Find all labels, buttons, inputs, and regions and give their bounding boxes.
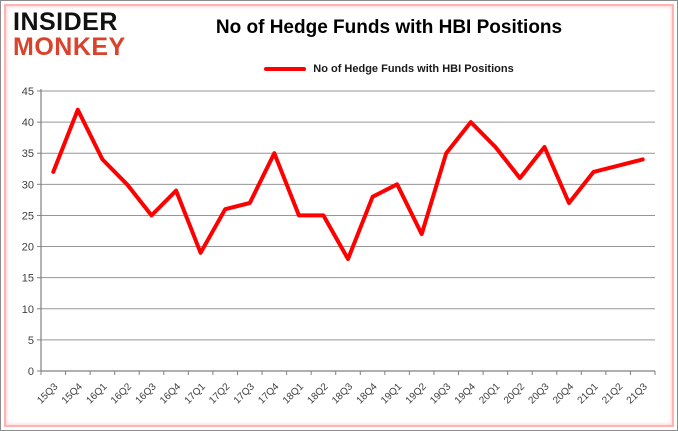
x-tick-label: 16Q3 xyxy=(134,381,159,406)
x-tick-label: 20Q1 xyxy=(477,381,502,406)
y-tick-label: 5 xyxy=(28,335,34,347)
chart-title: No of Hedge Funds with HBI Positions xyxy=(215,17,563,38)
x-tick-label: 21Q1 xyxy=(576,381,601,406)
y-tick-label: 35 xyxy=(22,148,34,160)
x-tick-label: 17Q3 xyxy=(232,381,257,406)
y-tick-label: 45 xyxy=(22,86,34,98)
insider-monkey-logo: INSIDER MONKEY xyxy=(13,10,126,59)
y-tick-label: 40 xyxy=(22,117,34,129)
legend-label: No of Hedge Funds with HBI Positions xyxy=(313,63,514,75)
x-tick-label: 21Q2 xyxy=(600,381,625,406)
x-tick-label: 19Q3 xyxy=(428,381,453,406)
y-tick-label: 0 xyxy=(28,366,34,378)
y-tick-label: 20 xyxy=(22,242,34,254)
x-tick-label: 19Q2 xyxy=(404,381,429,406)
x-tick-label: 19Q4 xyxy=(453,381,478,406)
x-tick-label: 20Q4 xyxy=(551,381,576,406)
x-tick-label: 16Q1 xyxy=(84,381,109,406)
x-tick-label: 21Q3 xyxy=(625,381,650,406)
y-tick-label: 25 xyxy=(22,210,34,222)
x-tick-label: 18Q4 xyxy=(355,381,380,406)
y-tick-label: 10 xyxy=(22,304,34,316)
x-tick-label: 16Q2 xyxy=(109,381,134,406)
y-tick-label: 30 xyxy=(22,179,34,191)
x-tick-label: 15Q3 xyxy=(35,381,60,406)
series-line xyxy=(51,107,645,261)
chart-legend: No of Hedge Funds with HBI Positions xyxy=(151,63,627,75)
logo-line-monkey: MONKEY xyxy=(13,32,126,61)
logo-line-insider: INSIDER xyxy=(13,8,118,36)
x-tick-label: 17Q1 xyxy=(183,381,208,406)
x-tick-label: 19Q1 xyxy=(379,381,404,406)
legend-line-swatch xyxy=(264,67,307,71)
x-tick-label: 16Q4 xyxy=(158,381,183,406)
x-tick-label: 17Q4 xyxy=(256,381,281,406)
y-tick-label: 15 xyxy=(22,273,34,285)
x-tick-label: 18Q2 xyxy=(305,381,330,406)
x-tick-label: 15Q4 xyxy=(60,381,85,406)
x-tick-label: 20Q2 xyxy=(502,381,527,406)
x-tick-label: 18Q3 xyxy=(330,381,355,406)
x-tick-label: 20Q3 xyxy=(527,381,552,406)
x-tick-label: 18Q1 xyxy=(281,381,306,406)
x-tick-label: 17Q2 xyxy=(207,381,232,406)
